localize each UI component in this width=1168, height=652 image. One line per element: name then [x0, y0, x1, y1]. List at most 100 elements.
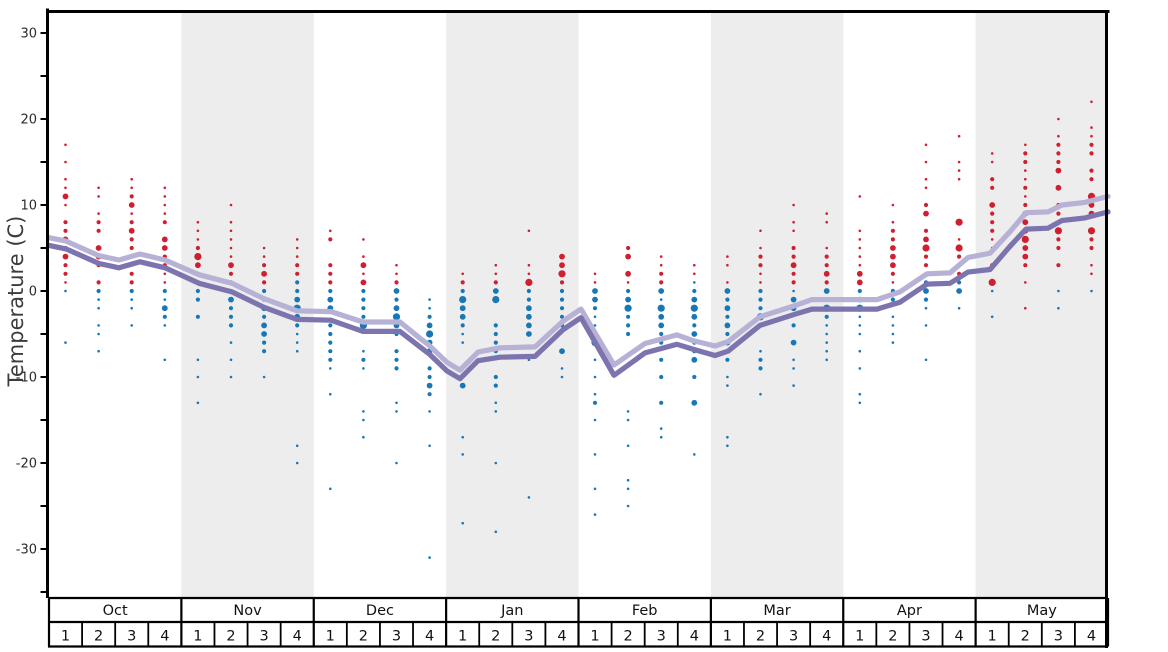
- max-temp-dot: [295, 271, 300, 276]
- min-temp-dot: [195, 314, 200, 319]
- min-temp-dot: [659, 427, 663, 430]
- max-temp-dot: [957, 254, 962, 259]
- max-temp-dot: [128, 227, 135, 234]
- min-temp-dot: [262, 375, 266, 379]
- min-temp-dot: [163, 298, 167, 301]
- min-temp-dot: [758, 306, 763, 311]
- max-temp-dot: [825, 212, 828, 215]
- min-temp-dot: [559, 306, 565, 311]
- min-temp-dot: [196, 358, 200, 362]
- max-temp-dot: [990, 160, 994, 164]
- min-temp-dot: [461, 521, 465, 525]
- min-temp-dot: [758, 297, 763, 302]
- min-temp-dot: [724, 288, 731, 294]
- min-temp-dot: [560, 367, 564, 370]
- max-temp-dot: [161, 236, 168, 243]
- max-temp-dot: [990, 211, 995, 216]
- min-temp-dot: [228, 296, 234, 303]
- max-temp-dot: [494, 272, 498, 276]
- week-cell-label: 2: [94, 629, 103, 645]
- min-temp-dot: [361, 314, 366, 319]
- min-temp-dot: [625, 296, 631, 303]
- week-cell-label: 1: [590, 629, 599, 645]
- min-temp-dot: [559, 297, 565, 302]
- min-temp-dot: [64, 289, 67, 293]
- max-temp-dot: [95, 245, 102, 251]
- min-temp-dot: [924, 358, 928, 362]
- week-cell-label: 1: [61, 629, 70, 645]
- min-temp-dot: [460, 288, 465, 294]
- max-temp-dot: [1055, 184, 1062, 191]
- max-temp-dot: [856, 279, 863, 286]
- max-temp-dot: [559, 253, 565, 260]
- max-temp-dot: [1055, 167, 1062, 174]
- week-cell-label: 3: [259, 629, 268, 645]
- max-temp-dot: [824, 280, 829, 285]
- max-temp-dot: [262, 280, 267, 285]
- max-temp-dot: [1056, 237, 1061, 242]
- week-cell-label: 4: [822, 629, 831, 645]
- max-temp-dot: [329, 229, 332, 233]
- max-temp-dot: [1089, 151, 1094, 156]
- max-temp-dot: [394, 280, 399, 285]
- min-temp-dot: [923, 288, 929, 294]
- max-temp-dot: [228, 271, 234, 276]
- min-temp-dot: [262, 314, 267, 319]
- max-temp-dot: [196, 238, 200, 241]
- min-temp-dot: [824, 314, 829, 319]
- max-temp-dot: [1090, 272, 1093, 276]
- max-temp-dot: [64, 143, 67, 147]
- max-temp-dot: [890, 237, 896, 242]
- max-temp-dot: [295, 238, 299, 241]
- max-temp-dot: [64, 203, 67, 207]
- min-temp-dot: [726, 435, 729, 439]
- min-temp-dot: [459, 305, 466, 312]
- min-temp-dot: [295, 461, 299, 465]
- min-temp-dot: [427, 374, 432, 380]
- max-temp-dot: [228, 262, 234, 269]
- min-temp-dot: [428, 444, 431, 448]
- max-temp-dot: [955, 244, 963, 252]
- week-cell-label: 4: [690, 629, 699, 645]
- max-temp-dot: [990, 152, 994, 155]
- min-temp-dot: [493, 374, 498, 380]
- min-temp-dot: [691, 331, 698, 337]
- min-temp-dot: [426, 382, 433, 389]
- min-temp-dot: [461, 435, 465, 439]
- min-temp-dot: [195, 288, 200, 294]
- week-cell-label: 1: [193, 629, 202, 645]
- min-temp-dot: [130, 306, 133, 310]
- max-temp-dot: [96, 220, 101, 225]
- week-cell-label: 4: [1087, 629, 1096, 645]
- max-temp-dot: [129, 271, 134, 276]
- min-temp-dot: [825, 332, 828, 336]
- min-temp-dot: [97, 324, 100, 327]
- max-temp-dot: [759, 272, 762, 276]
- max-temp-dot: [792, 220, 795, 224]
- max-temp-dot: [891, 203, 895, 207]
- avg-low-line: [46, 209, 1111, 382]
- max-temp-dot: [129, 220, 134, 225]
- max-temp-dot: [1089, 177, 1094, 182]
- min-temp-dot: [428, 298, 431, 301]
- max-temp-dot: [1022, 253, 1029, 260]
- max-temp-dot: [890, 245, 896, 251]
- max-temp-dot: [395, 272, 398, 276]
- min-temp-dot: [823, 288, 830, 294]
- week-cell-label: 3: [524, 629, 533, 645]
- min-temp-dot: [691, 399, 698, 406]
- min-temp-dot: [858, 324, 862, 327]
- min-temp-dot: [891, 324, 895, 327]
- max-temp-dot: [1024, 143, 1027, 147]
- min-temp-dot: [229, 358, 233, 362]
- max-temp-dot: [824, 263, 829, 268]
- min-temp-dot: [361, 297, 366, 302]
- min-temp-dot: [295, 332, 299, 336]
- month-band: [181, 13, 314, 598]
- max-temp-dot: [1089, 237, 1094, 242]
- min-temp-dot: [362, 367, 365, 370]
- max-temp-dot: [659, 271, 664, 276]
- max-temp-dot: [792, 203, 795, 207]
- max-temp-dot: [1087, 227, 1096, 235]
- max-temp-dot: [97, 186, 100, 190]
